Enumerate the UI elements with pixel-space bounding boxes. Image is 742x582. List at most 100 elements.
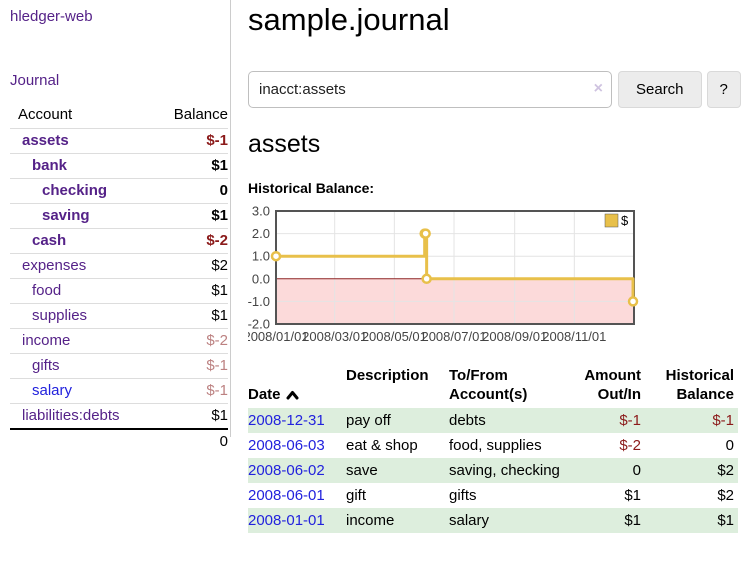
account-row: assets $-1 — [10, 128, 228, 154]
transaction-amount: $1 — [624, 512, 641, 529]
account-row: supplies $1 — [10, 303, 228, 329]
account-link[interactable]: assets — [22, 132, 69, 149]
search-form: × Search ? — [248, 71, 742, 108]
svg-text:2.0: 2.0 — [252, 226, 270, 241]
clear-search-icon[interactable]: × — [593, 80, 603, 97]
search-input[interactable] — [248, 71, 612, 108]
register-row: 2008-01-01 income salary $1 $1 — [248, 508, 738, 533]
account-link[interactable]: food — [32, 282, 62, 299]
transaction-amount: 0 — [632, 462, 641, 479]
svg-text:-1.0: -1.0 — [248, 294, 270, 309]
transaction-description: pay off — [346, 412, 391, 429]
account-balance: $-1 — [155, 128, 228, 154]
register-header-accounts: To/From Account(s) — [449, 367, 528, 403]
account-row: salary $-1 — [10, 378, 228, 404]
svg-text:2008/11/01: 2008/11/01 — [542, 329, 606, 344]
accounts-table: Account Balance assets $-1 bank $1 checking 0… — [10, 102, 228, 454]
account-row: liabilities:debts $1 — [10, 403, 228, 429]
historical-balance-chart: $3.0 2.0 1.0 0.0 -1.0 -2.0 2008/01/01 2008/03/0… — [243, 204, 742, 345]
account-row: income $-2 — [10, 328, 228, 354]
sidebar-item-journal[interactable]: Journal — [10, 72, 60, 89]
svg-text:3.0: 3.0 — [252, 205, 270, 219]
svg-text:-2.0: -2.0 — [248, 317, 270, 332]
register-header-date-label: Date — [248, 386, 281, 403]
account-row: gifts $-1 — [10, 353, 228, 379]
account-row: bank $1 — [10, 153, 228, 179]
chart-canvas: $3.0 2.0 1.0 0.0 -1.0 -2.02008/01/012008/03/0… — [243, 204, 639, 344]
account-balance: $1 — [155, 303, 228, 329]
account-balance: $-1 — [155, 353, 228, 379]
legend-label: $ — [621, 213, 629, 228]
svg-text:2008/01/01: 2008/01/01 — [248, 329, 309, 344]
account-link[interactable]: salary — [32, 382, 73, 399]
account-row: expenses $2 — [10, 253, 228, 279]
svg-text:2008/09/01: 2008/09/01 — [482, 329, 547, 344]
svg-text:2008/05/01: 2008/05/01 — [362, 329, 427, 344]
register-header-row: Date Description To/From Account(s) Amou… — [248, 364, 738, 408]
transaction-amount: $1 — [624, 487, 641, 504]
page-title: sample.journal — [248, 2, 450, 37]
account-row: saving $1 — [10, 203, 228, 229]
account-balance: 0 — [155, 178, 228, 204]
account-link[interactable]: saving — [42, 207, 90, 224]
transaction-date-link[interactable]: 2008-06-01 — [248, 487, 325, 504]
account-balance: $-1 — [155, 378, 228, 404]
account-balance: $-2 — [155, 228, 228, 254]
transaction-description: eat & shop — [346, 437, 418, 454]
account-link[interactable]: expenses — [22, 257, 87, 274]
app-brand-link[interactable]: hledger-web — [10, 8, 93, 25]
account-link[interactable]: gifts — [32, 357, 60, 374]
transaction-date-link[interactable]: 2008-06-03 — [248, 437, 325, 454]
register-header-balance: Historical Balance — [665, 367, 734, 403]
sort-ascending-icon — [286, 386, 299, 405]
transaction-balance: $2 — [717, 462, 734, 479]
legend-swatch — [604, 213, 619, 228]
transaction-description: income — [346, 512, 395, 529]
account-link[interactable]: liabilities:debts — [22, 407, 120, 424]
help-button[interactable]: ? — [706, 71, 741, 108]
transaction-date-link[interactable]: 2008-06-02 — [248, 462, 325, 479]
transaction-accounts: saving, checking — [449, 462, 560, 479]
account-link[interactable]: supplies — [32, 307, 88, 324]
account-row: cash $-2 — [10, 228, 228, 254]
account-balance: $1 — [155, 278, 228, 304]
accounts-header-balance: Balance — [173, 106, 228, 123]
svg-text:2008/03/01: 2008/03/01 — [302, 329, 367, 344]
account-link[interactable]: checking — [42, 182, 108, 199]
search-input-wrap: × — [248, 71, 612, 108]
register-row: 2008-06-02 save saving, checking 0 $2 — [248, 458, 738, 483]
account-balance: $-2 — [155, 328, 228, 354]
account-link[interactable]: bank — [32, 157, 68, 174]
transaction-accounts: gifts — [449, 487, 477, 504]
transaction-description: save — [346, 462, 378, 479]
transaction-accounts: food, supplies — [449, 437, 542, 454]
transaction-date-link[interactable]: 2008-12-31 — [248, 412, 325, 429]
account-link[interactable]: cash — [32, 232, 67, 249]
accounts-total: 0 — [155, 428, 228, 454]
account-balance: $1 — [155, 403, 228, 429]
transaction-balance: $2 — [717, 487, 734, 504]
transaction-amount: $-2 — [619, 437, 641, 454]
svg-text:2008/07/01: 2008/07/01 — [421, 329, 486, 344]
transaction-accounts: salary — [449, 512, 490, 529]
chart-title: Historical Balance: — [248, 180, 375, 196]
register-header-amount: Amount Out/In — [584, 367, 641, 403]
register-header-date[interactable]: Date — [248, 364, 346, 408]
account-heading: assets — [248, 130, 321, 158]
register-row: 2008-06-01 gift gifts $1 $2 — [248, 483, 738, 508]
transaction-accounts: debts — [449, 412, 486, 429]
transaction-balance: 0 — [725, 437, 734, 454]
account-balance: $1 — [155, 153, 228, 179]
search-button[interactable]: Search — [618, 71, 702, 108]
account-balance: $1 — [155, 203, 228, 229]
register-row: 2008-12-31 pay off debts $-1 $-1 — [248, 408, 738, 433]
svg-text:1.0: 1.0 — [252, 249, 270, 264]
accounts-header-account: Account — [18, 106, 73, 123]
transaction-balance: $-1 — [712, 412, 734, 429]
sidebar: hledger-web Journal Account Balance asse… — [0, 0, 231, 454]
account-link[interactable]: income — [22, 332, 71, 349]
transaction-description: gift — [346, 487, 367, 504]
account-balance: $2 — [155, 253, 228, 279]
register-table: Date Description To/From Account(s) Amou… — [248, 364, 738, 533]
transaction-date-link[interactable]: 2008-01-01 — [248, 512, 325, 529]
